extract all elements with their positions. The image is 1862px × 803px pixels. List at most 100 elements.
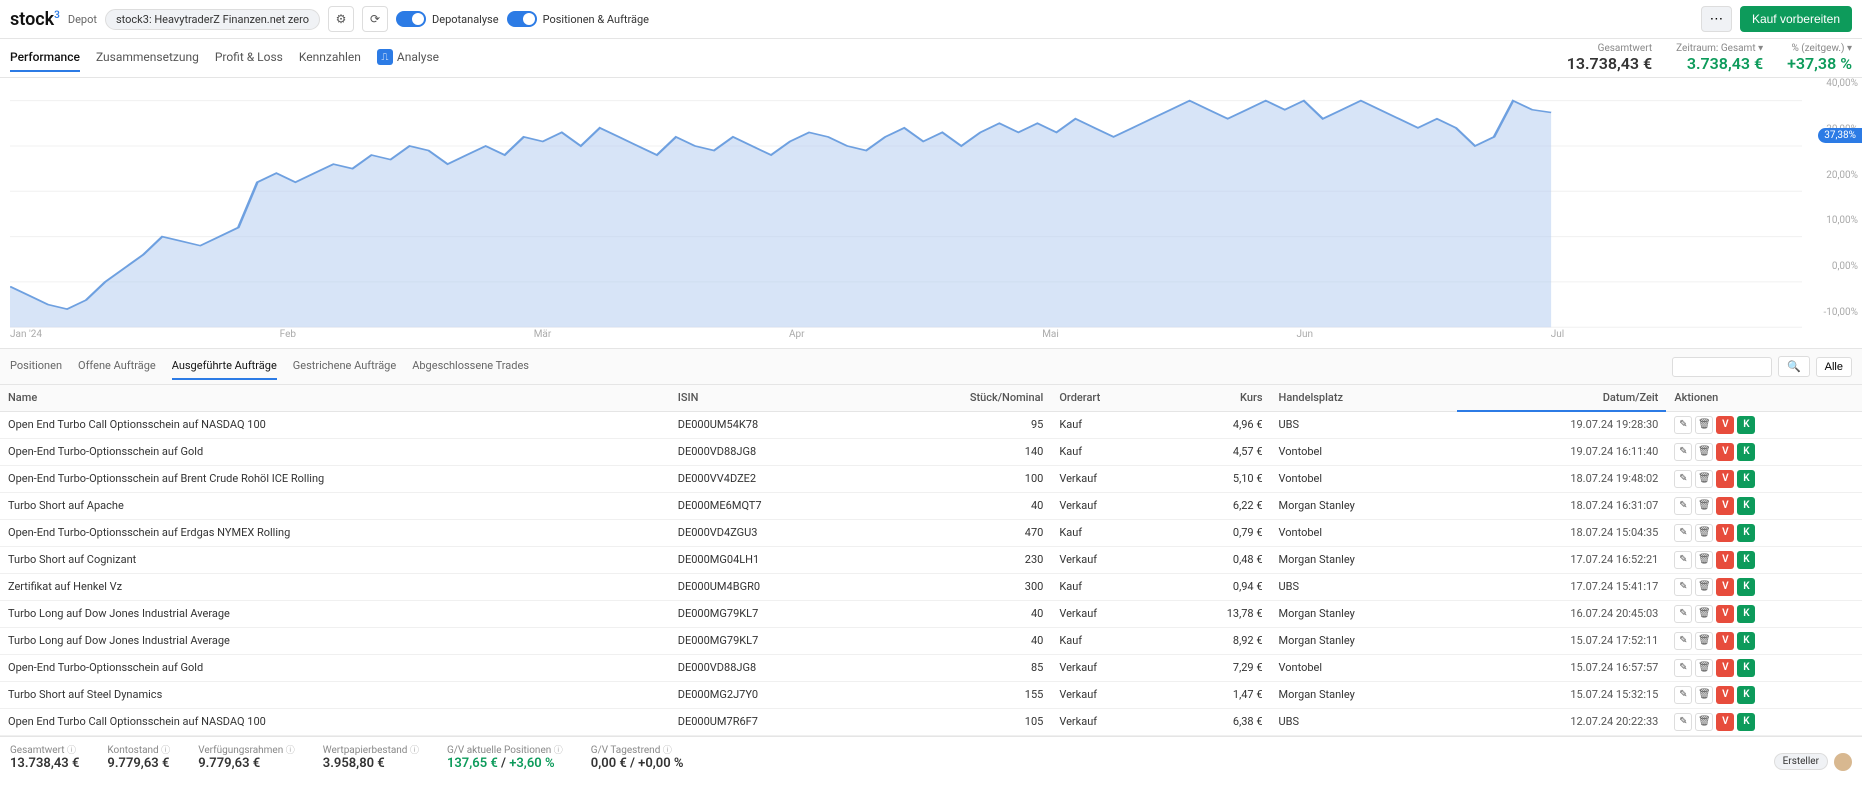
edit-icon[interactable]: ✎ <box>1674 524 1692 542</box>
buy-button[interactable]: Kauf vorbereiten <box>1740 6 1852 32</box>
col-datum[interactable]: Datum/Zeit <box>1457 385 1667 411</box>
more-menu-button[interactable]: ⋯ <box>1701 6 1732 32</box>
edit-icon[interactable]: ✎ <box>1674 416 1692 434</box>
tab-profit-loss[interactable]: Profit & Loss <box>215 44 283 72</box>
sell-button[interactable]: V <box>1716 416 1734 434</box>
buy-button[interactable]: K <box>1737 497 1755 515</box>
delete-icon[interactable]: 🗑 <box>1695 524 1713 542</box>
sell-button[interactable]: V <box>1716 605 1734 623</box>
delete-icon[interactable]: 🗑 <box>1695 443 1713 461</box>
table-row[interactable]: Zertifikat auf Henkel VzDE000UM4BGR0300K… <box>0 573 1862 600</box>
col-kurs[interactable]: Kurs <box>1166 385 1270 411</box>
info-icon[interactable]: ⓘ <box>410 746 419 756</box>
edit-icon[interactable]: ✎ <box>1674 578 1692 596</box>
col-orderart[interactable]: Orderart <box>1051 385 1166 411</box>
info-icon[interactable]: ⓘ <box>554 746 563 756</box>
table-row[interactable]: Turbo Long auf Dow Jones Industrial Aver… <box>0 627 1862 654</box>
edit-icon[interactable]: ✎ <box>1674 497 1692 515</box>
edit-icon[interactable]: ✎ <box>1674 443 1692 461</box>
table-row[interactable]: Open End Turbo Call Optionsschein auf NA… <box>0 708 1862 735</box>
tab-zusammensetzung[interactable]: Zusammensetzung <box>96 44 199 72</box>
buy-button[interactable]: K <box>1737 524 1755 542</box>
table-row[interactable]: Turbo Short auf CognizantDE000MG04LH1230… <box>0 546 1862 573</box>
edit-icon[interactable]: ✎ <box>1674 551 1692 569</box>
delete-icon[interactable]: 🗑 <box>1695 470 1713 488</box>
delete-icon[interactable]: 🗑 <box>1695 551 1713 569</box>
cell-orderart: Verkauf <box>1051 492 1166 519</box>
edit-icon[interactable]: ✎ <box>1674 686 1692 704</box>
sell-button[interactable]: V <box>1716 659 1734 677</box>
delete-icon[interactable]: 🗑 <box>1695 416 1713 434</box>
edit-icon[interactable]: ✎ <box>1674 470 1692 488</box>
performance-chart[interactable]: 40,00%30,00%20,00%10,00%0,00%-10,00% 37,… <box>0 78 1862 348</box>
table-row[interactable]: Turbo Short auf Steel DynamicsDE000MG2J7… <box>0 681 1862 708</box>
delete-icon[interactable]: 🗑 <box>1695 578 1713 596</box>
settings-icon[interactable]: ⚙ <box>328 6 354 32</box>
table-row[interactable]: Turbo Short auf ApacheDE000ME6MQT740Verk… <box>0 492 1862 519</box>
tab-analyse[interactable]: ⎍ Analyse <box>377 43 439 73</box>
search-button[interactable]: 🔍 <box>1778 356 1810 377</box>
info-icon[interactable]: ⓘ <box>286 746 295 756</box>
buy-button[interactable]: K <box>1737 470 1755 488</box>
buy-button[interactable]: K <box>1737 632 1755 650</box>
table-row[interactable]: Open-End Turbo-Optionsschein auf Brent C… <box>0 465 1862 492</box>
delete-icon[interactable]: 🗑 <box>1695 659 1713 677</box>
col-qty[interactable]: Stück/Nominal <box>871 385 1051 411</box>
table-row[interactable]: Turbo Long auf Dow Jones Industrial Aver… <box>0 600 1862 627</box>
depot-selector[interactable]: stock3: HeavytraderZ Finanzen.net zero <box>105 9 320 30</box>
buy-button[interactable]: K <box>1737 713 1755 731</box>
tab-ausgefuehrte-auftraege[interactable]: Ausgeführte Aufträge <box>172 353 277 380</box>
buy-button[interactable]: K <box>1737 578 1755 596</box>
edit-icon[interactable]: ✎ <box>1674 659 1692 677</box>
sell-button[interactable]: V <box>1716 686 1734 704</box>
sell-button[interactable]: V <box>1716 632 1734 650</box>
buy-button[interactable]: K <box>1737 605 1755 623</box>
cell-kurs: 5,10 € <box>1166 465 1270 492</box>
buy-button[interactable]: K <box>1737 686 1755 704</box>
tab-abgeschlossene-trades[interactable]: Abgeschlossene Trades <box>412 353 529 380</box>
metric-percent[interactable]: % (zeitgew.) ▾ +37,38 % <box>1787 43 1852 73</box>
sell-button[interactable]: V <box>1716 470 1734 488</box>
buy-button[interactable]: K <box>1737 443 1755 461</box>
tab-kennzahlen[interactable]: Kennzahlen <box>299 44 361 72</box>
tab-positionen[interactable]: Positionen <box>10 353 62 380</box>
table-row[interactable]: Open-End Turbo-Optionsschein auf GoldDE0… <box>0 438 1862 465</box>
ersteller-badge[interactable]: Ersteller <box>1774 753 1828 770</box>
refresh-icon[interactable]: ⟳ <box>362 6 388 32</box>
delete-icon[interactable]: 🗑 <box>1695 632 1713 650</box>
toggle-depotanalyse[interactable]: Depotanalyse <box>396 11 499 27</box>
buy-button[interactable]: K <box>1737 659 1755 677</box>
search-input[interactable] <box>1672 357 1772 377</box>
sell-button[interactable]: V <box>1716 497 1734 515</box>
info-icon[interactable]: ⓘ <box>67 746 76 756</box>
info-icon[interactable]: ⓘ <box>663 746 672 756</box>
delete-icon[interactable]: 🗑 <box>1695 686 1713 704</box>
info-icon[interactable]: ⓘ <box>161 746 170 756</box>
sell-button[interactable]: V <box>1716 524 1734 542</box>
toggle-positionen[interactable]: Positionen & Aufträge <box>507 11 649 27</box>
tab-performance[interactable]: Performance <box>10 44 80 72</box>
sell-button[interactable]: V <box>1716 443 1734 461</box>
table-row[interactable]: Open End Turbo Call Optionsschein auf NA… <box>0 411 1862 438</box>
table-row[interactable]: Open-End Turbo-Optionsschein auf Erdgas … <box>0 519 1862 546</box>
edit-icon[interactable]: ✎ <box>1674 605 1692 623</box>
edit-icon[interactable]: ✎ <box>1674 632 1692 650</box>
buy-button[interactable]: K <box>1737 551 1755 569</box>
col-isin[interactable]: ISIN <box>670 385 871 411</box>
col-name[interactable]: Name <box>0 385 670 411</box>
sell-button[interactable]: V <box>1716 551 1734 569</box>
delete-icon[interactable]: 🗑 <box>1695 497 1713 515</box>
delete-icon[interactable]: 🗑 <box>1695 713 1713 731</box>
edit-icon[interactable]: ✎ <box>1674 713 1692 731</box>
metric-zeitraum[interactable]: Zeitraum: Gesamt ▾ 3.738,43 € <box>1676 43 1763 73</box>
delete-icon[interactable]: 🗑 <box>1695 605 1713 623</box>
tab-gestrichene-auftraege[interactable]: Gestrichene Aufträge <box>293 353 396 380</box>
col-handelsplatz[interactable]: Handelsplatz <box>1271 385 1457 411</box>
table-row[interactable]: Open-End Turbo-Optionsschein auf GoldDE0… <box>0 654 1862 681</box>
tab-offene-auftraege[interactable]: Offene Aufträge <box>78 353 156 380</box>
avatar-icon[interactable] <box>1834 753 1852 771</box>
sell-button[interactable]: V <box>1716 713 1734 731</box>
sell-button[interactable]: V <box>1716 578 1734 596</box>
filter-alle-button[interactable]: Alle <box>1816 357 1852 377</box>
buy-button[interactable]: K <box>1737 416 1755 434</box>
